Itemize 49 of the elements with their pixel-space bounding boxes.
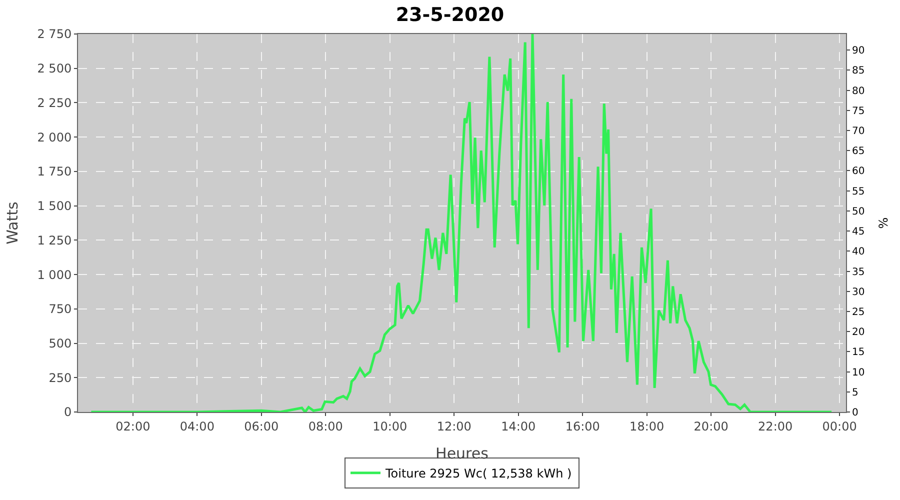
line-series [90, 34, 833, 412]
y-tick-label: 2 500 [37, 62, 72, 76]
y-tick-label: 1 250 [37, 233, 72, 248]
y2-tick-label: 70 [852, 126, 865, 138]
x-tick-label: 12:00 [436, 419, 472, 434]
y-tick-label: 750 [48, 302, 72, 316]
y2-tick-label: 20 [852, 327, 865, 338]
y-tick-label: 500 [48, 336, 72, 350]
y2-tick-label: 60 [852, 166, 865, 178]
y2-tick-label: 80 [852, 86, 865, 97]
y-tick-label: 2 250 [37, 96, 72, 110]
x-axis-title: Heures [436, 444, 489, 462]
x-tick-label: 02:00 [116, 419, 150, 434]
y2-tick-label: 90 [852, 46, 865, 57]
y-tick-label: 0 [64, 405, 72, 420]
y2-tick-label: 55 [852, 186, 865, 198]
x-tick-label: 14:00 [501, 419, 536, 434]
x-tick-label: 06:00 [244, 419, 279, 434]
x-tick-label: 18:00 [630, 419, 664, 434]
y2-tick-label: 45 [852, 226, 865, 238]
y-axis-title: Watts [3, 202, 22, 244]
y-tick-label: 1 750 [37, 164, 72, 179]
x-tick-label: 10:00 [372, 419, 408, 434]
x-tick-label: 08:00 [308, 419, 343, 434]
y-tick-label: 1 500 [37, 199, 72, 214]
x-tick-label: 22:00 [758, 419, 793, 434]
chart-title: 23-5-2020 [396, 4, 504, 26]
y2-tick-label: 35 [852, 266, 865, 278]
y2-tick-label: 85 [852, 66, 865, 77]
y2-tick-label: 40 [852, 246, 865, 258]
y2-tick-label: 5 [852, 387, 858, 398]
y2-tick-label: 10 [852, 367, 865, 378]
y2-tick-label: 30 [852, 286, 865, 298]
x-tick-label: 20:00 [694, 419, 728, 434]
y-tick-label: 2 000 [37, 130, 72, 144]
y2-tick-label: 25 [852, 306, 865, 318]
y2-tick-label: 0 [852, 408, 858, 418]
x-tick-label: 16:00 [565, 419, 600, 434]
y2-axis-title: % [876, 217, 891, 229]
y2-tick-label: 15 [852, 347, 865, 358]
legend-label: Toiture 2925 Wc( 12,538 kWh ) [384, 466, 572, 481]
y2-tick-label: 75 [852, 106, 865, 117]
y-tick-label: 1 000 [37, 268, 72, 282]
y-tick-label: 250 [48, 370, 72, 385]
y-tick-label: 2 750 [37, 27, 72, 42]
y2-tick-label: 65 [852, 146, 865, 158]
x-tick-label: 00:00 [822, 419, 857, 434]
x-tick-label: 04:00 [180, 419, 214, 434]
y2-tick-label: 50 [852, 206, 865, 218]
